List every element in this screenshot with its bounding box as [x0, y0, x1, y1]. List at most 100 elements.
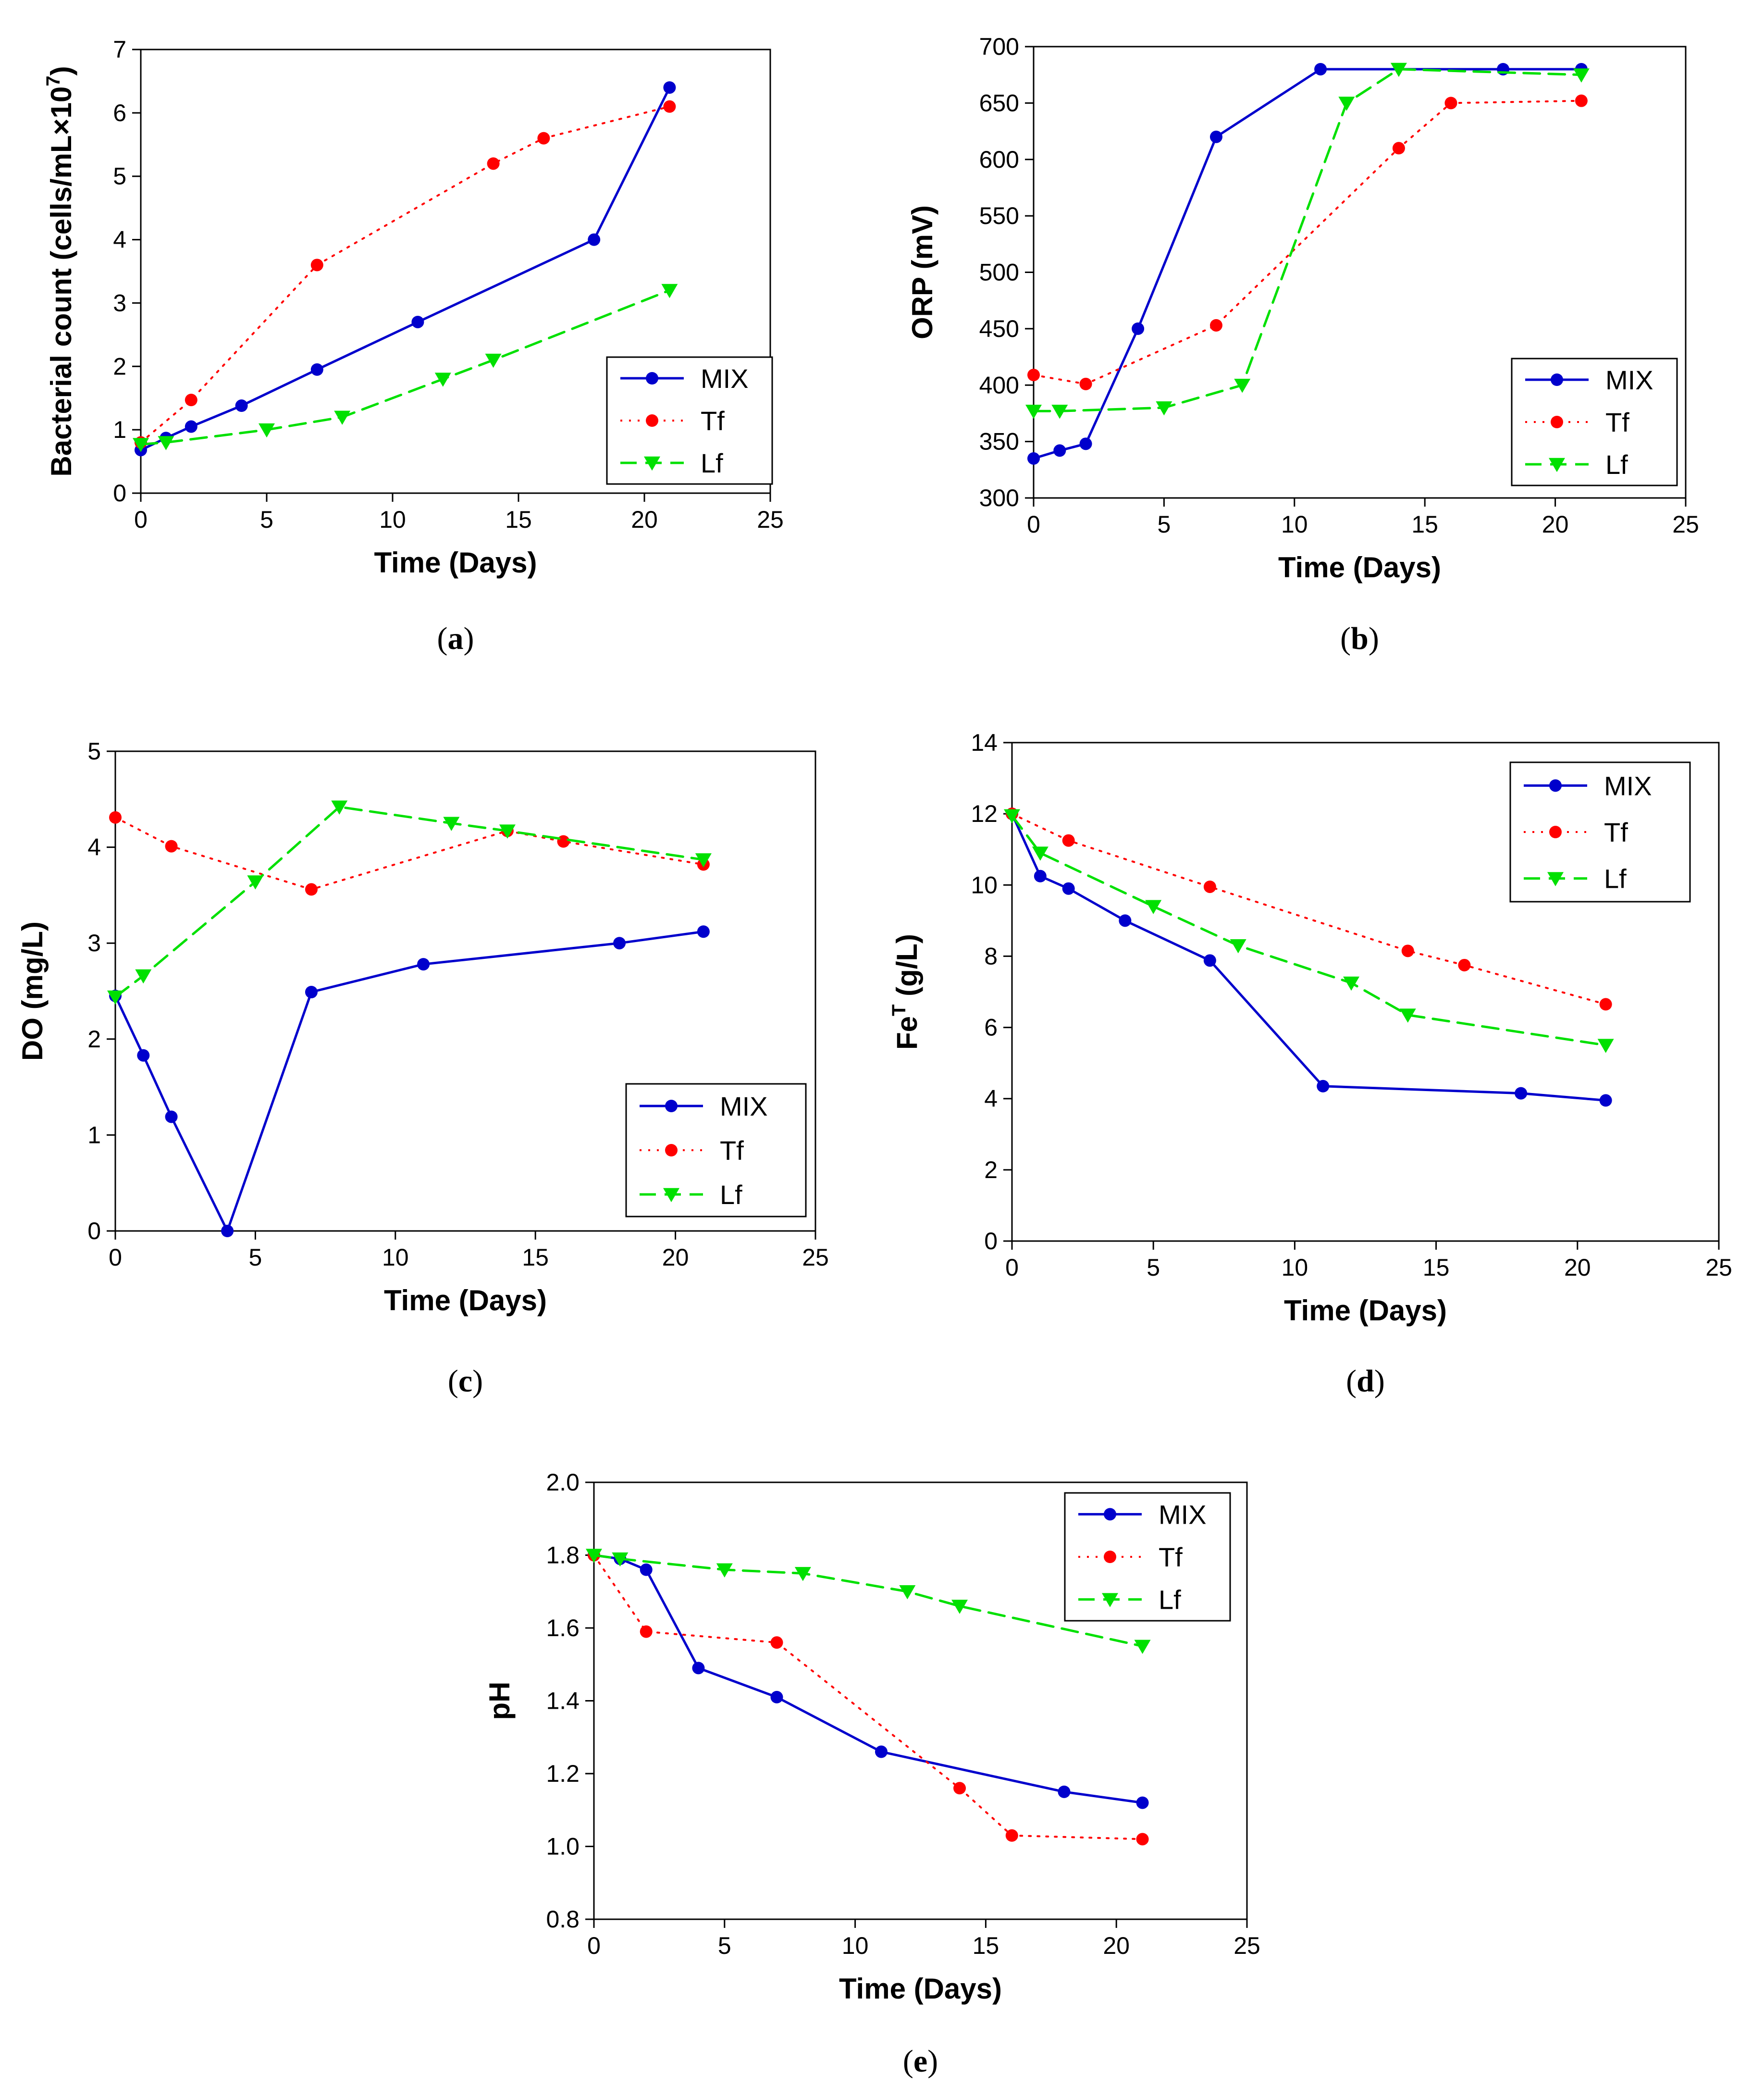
- lf-series-point: [1597, 1039, 1614, 1053]
- x-tick-label: 15: [522, 1244, 549, 1271]
- lf-series-point: [586, 1549, 602, 1563]
- x-tick-label: 10: [1282, 1254, 1308, 1281]
- lf-series-point: [135, 969, 152, 984]
- legend-mix-point: [1551, 373, 1563, 386]
- legend: MIX Tf Lf: [1511, 358, 1678, 486]
- lf-series-point: [133, 438, 149, 452]
- y-tick-label: 2: [87, 1026, 101, 1053]
- y-tick-label: 1.8: [546, 1542, 580, 1569]
- mix-series-point: [692, 1662, 705, 1675]
- lf-series-point: [1399, 1008, 1416, 1023]
- y-tick-label: 12: [971, 800, 998, 827]
- lf-series-point: [612, 1552, 629, 1567]
- legend-label-mix: MIX: [1604, 770, 1652, 801]
- legend-label-mix: MIX: [1605, 365, 1653, 395]
- tf-series-point: [1599, 998, 1612, 1011]
- lf-series-point: [259, 423, 275, 438]
- x-tick-label: 15: [1411, 511, 1438, 538]
- tf-series-point: [1458, 958, 1471, 971]
- tf-series-point: [1401, 944, 1414, 957]
- tf-series-point: [1392, 142, 1405, 155]
- mix-series-point: [411, 315, 424, 328]
- mix-series-point: [235, 399, 248, 412]
- lf-series-point: [899, 1585, 916, 1600]
- y-axis-title: ORP (mV): [906, 205, 938, 339]
- legend-box: [1509, 761, 1691, 903]
- x-tick-label: 5: [1147, 1254, 1160, 1281]
- tf-series-point: [1005, 1829, 1018, 1842]
- y-axis-title: pH: [483, 1682, 516, 1720]
- lf-series-point: [695, 853, 712, 868]
- lf-series-point: [1156, 401, 1172, 416]
- x-tick-label: 20: [1103, 1932, 1130, 1959]
- mix-series-point: [875, 1745, 888, 1758]
- mix-series-point: [1317, 1080, 1330, 1093]
- x-tick-label: 0: [109, 1244, 122, 1271]
- mix-series: [109, 925, 710, 1237]
- legend-tf-point: [1549, 826, 1562, 838]
- mix-series-point: [1599, 1094, 1612, 1107]
- y-axis-title: Bacterial count (cells/mL×107): [43, 66, 77, 476]
- mix-series-point: [1062, 882, 1075, 895]
- mix-series-point: [310, 363, 323, 376]
- x-tick-label: 0: [1005, 1254, 1019, 1281]
- x-tick-label: 25: [1234, 1932, 1260, 1959]
- legend-label-lf: Lf: [1605, 449, 1628, 480]
- y-tick-label: 600: [979, 146, 1019, 173]
- y-tick-label: 0: [87, 1217, 101, 1244]
- legend-label-mix: MIX: [720, 1091, 768, 1121]
- lf-series-point: [334, 410, 351, 425]
- tf-series-point: [305, 883, 318, 896]
- lf-series-point: [716, 1563, 733, 1578]
- lf-series-point: [247, 875, 264, 890]
- legend: MIX Tf Lf: [606, 356, 773, 485]
- tf-series-point: [1079, 377, 1092, 390]
- lf-series-point: [794, 1567, 811, 1581]
- x-axis-title: Time (Days): [374, 547, 537, 579]
- lf-series-point: [499, 824, 516, 839]
- lf-series-point: [1145, 900, 1162, 914]
- tf-series: [109, 811, 710, 896]
- lf-series: [586, 1549, 1151, 1654]
- mix-series-point: [1058, 1785, 1071, 1798]
- mix-series-point: [165, 1110, 178, 1123]
- y-tick-label: 7: [113, 36, 126, 63]
- tf-series-point: [770, 1636, 783, 1649]
- mix-series-point: [417, 958, 430, 971]
- tf-series-point: [953, 1782, 966, 1795]
- plot-frame: [1011, 742, 1720, 1242]
- tf-series-point: [1444, 97, 1457, 110]
- mix-series-point: [697, 925, 710, 938]
- caption-c: (c): [448, 1364, 483, 1399]
- x-tick-label: 0: [134, 506, 148, 533]
- y-axis-title: DO (mg/L): [16, 921, 49, 1061]
- tf-series-point: [165, 840, 178, 853]
- legend-lf-point: [644, 456, 660, 471]
- y-tick-label: 10: [971, 871, 998, 898]
- y-tick-label: 1.0: [546, 1833, 580, 1860]
- y-tick-label: 550: [979, 202, 1019, 229]
- legend-tf-point: [665, 1144, 678, 1156]
- tf-series-point: [109, 811, 122, 824]
- legend-box: [625, 1083, 807, 1217]
- lf-series-point: [661, 284, 678, 298]
- chart-c: 0 5 10 15 20 25 0 1 2 3 4 5 Time (Days) DO (mg/L) MIX T…: [16, 738, 829, 1399]
- mix-series-point: [1119, 914, 1132, 927]
- legend-label-tf: Tf: [720, 1135, 744, 1166]
- tf-series-point: [1136, 1833, 1149, 1846]
- legend-label-tf: Tf: [1604, 817, 1628, 847]
- lf-series-point: [1234, 378, 1251, 393]
- y-tick-label: 1: [113, 416, 126, 443]
- mix-series-point: [588, 233, 601, 246]
- y-tick-label: 5: [87, 738, 101, 765]
- legend-label-lf: Lf: [720, 1180, 742, 1210]
- mix-series-point: [1079, 437, 1092, 450]
- y-tick-label: 8: [984, 943, 998, 969]
- lf-series-point: [1025, 404, 1042, 419]
- lf-series-point: [1390, 62, 1407, 77]
- x-tick-label: 10: [1281, 511, 1308, 538]
- mix-series-line: [114, 930, 705, 1234]
- y-tick-label: 4: [113, 226, 126, 253]
- y-tick-label: 500: [979, 259, 1019, 286]
